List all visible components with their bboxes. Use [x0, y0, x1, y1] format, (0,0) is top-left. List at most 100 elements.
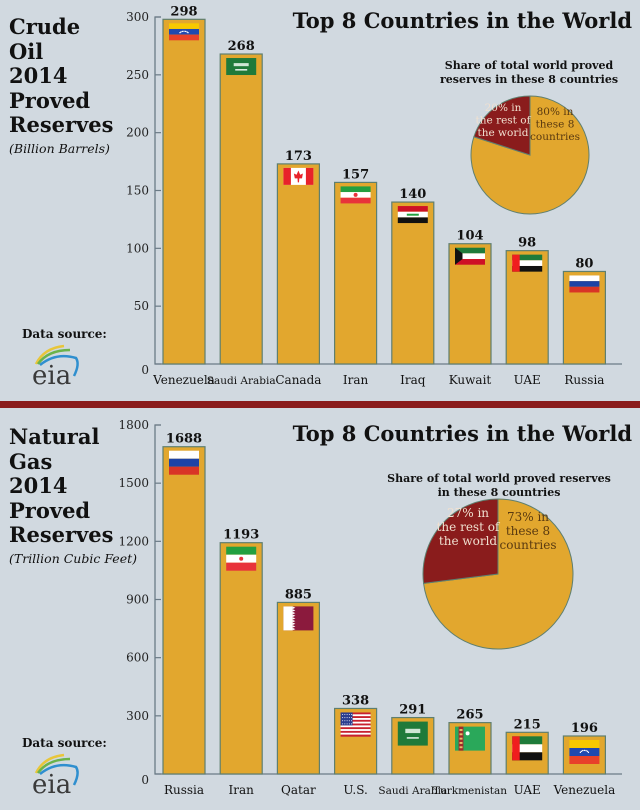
- side-title-line: Crude: [9, 14, 81, 39]
- side-title-line: Natural: [9, 424, 100, 449]
- data-label: 196: [571, 721, 598, 736]
- side-title-line: Proved: [9, 87, 91, 113]
- bar: [276, 163, 320, 365]
- bar-group: 80 Russia: [562, 256, 607, 387]
- data-label: 157: [342, 167, 369, 182]
- bar-group: 196 Venezuela: [553, 721, 616, 797]
- flag-iraq-icon: [397, 206, 428, 224]
- pie-label-main: countries: [499, 538, 556, 552]
- y-tick-label: 300: [126, 10, 149, 24]
- bar: [219, 53, 263, 365]
- side-title-line: Reserves: [9, 522, 114, 547]
- y-tick-label: 600: [126, 651, 149, 665]
- y-tick-label: 1500: [118, 476, 149, 490]
- y-tick-label: 900: [126, 593, 149, 607]
- side-title: Crude Oil 2014 Proved Reserves (Billion …: [9, 14, 114, 158]
- side-title-line: Reserves: [9, 112, 114, 137]
- chart-title: Top 8 Countries in the World: [292, 8, 632, 33]
- data-label: 885: [285, 587, 312, 602]
- y-tick-label: 0: [141, 363, 149, 377]
- bar-group: 104 Kuwait: [448, 229, 492, 387]
- bar-group: 265 Turkmenistan: [433, 708, 507, 797]
- bar-group: 157 Iran: [334, 167, 378, 387]
- data-label: 291: [399, 703, 426, 718]
- pie-slice-rest-of-world: [473, 95, 531, 156]
- svg-text:eia: eia: [32, 770, 71, 795]
- y-tick-label: 1200: [118, 534, 149, 548]
- y-tick-label: 1800: [118, 418, 149, 432]
- data-label: 80: [575, 256, 593, 271]
- pie-slice-rest-of-world: [422, 498, 499, 584]
- pie-label-rest: 20% in: [485, 102, 522, 114]
- pie-label-main: countries: [530, 131, 580, 143]
- flag-usa-icon: [340, 712, 371, 737]
- y-tick-label: 0: [141, 773, 149, 787]
- pie-label-main: these 8: [536, 118, 575, 130]
- y-tick-label: 150: [126, 184, 149, 198]
- bar: [334, 181, 378, 365]
- y-tick-label: 100: [126, 241, 149, 255]
- category-label: Iraq: [400, 373, 426, 387]
- flag-saudi-arabia-icon: [226, 58, 257, 76]
- unit-label: (Billion Barrels): [9, 140, 110, 156]
- svg-text:eia: eia: [32, 361, 71, 386]
- bar: [391, 201, 435, 365]
- category-label: Qatar: [281, 783, 316, 797]
- flag-qatar-icon: [283, 606, 314, 631]
- data-label: 215: [514, 717, 541, 732]
- section-divider: [0, 401, 640, 408]
- flag-iran-icon: [226, 546, 257, 571]
- bar-group: 98 UAE: [505, 236, 549, 387]
- pie-title: Share of total world proved reserves in …: [387, 472, 611, 499]
- data-source-label: Data source:: [22, 736, 107, 750]
- pie-label-main: 80% in: [537, 106, 574, 118]
- bar: [162, 446, 206, 775]
- side-title: Natural Gas 2014 Proved Reserves (Trilli…: [9, 424, 138, 568]
- eia-logo-icon: eia: [32, 753, 79, 795]
- bar-group: 1193 Iran: [219, 528, 263, 797]
- flag-iran-icon: [340, 186, 371, 204]
- flag-uae-icon: [512, 254, 543, 272]
- data-source-label: Data source:: [22, 327, 107, 341]
- bar-group: 173 Canada: [275, 149, 321, 387]
- y-tick-label: 200: [126, 126, 149, 140]
- category-label: Russia: [564, 373, 604, 387]
- bar-group: 291 Saudi Arabia: [378, 703, 447, 797]
- flag-venezuela-icon: [169, 23, 199, 41]
- flag-saudi-arabia-icon: [397, 721, 428, 746]
- flag-uae-icon: [512, 736, 543, 761]
- data-label: 338: [342, 693, 369, 708]
- data-label: 1193: [223, 528, 259, 543]
- pie-slice-these-8-countries: [470, 95, 590, 215]
- bar-chart-crude-oil: 0 50 100 150 200 250 300 298 Venezuela 268 Saudi A…: [126, 4, 622, 387]
- category-label: Venezuela: [553, 783, 616, 797]
- crude-oil-panel: Crude Oil 2014 Proved Reserves (Billion …: [0, 0, 640, 401]
- bar-group: 298 Venezuela: [152, 4, 215, 387]
- bar: [162, 18, 206, 365]
- pie-label-rest: 27% in: [447, 506, 489, 520]
- bar-group: 885 Qatar: [276, 587, 320, 797]
- chart-title: Top 8 Countries in the World: [292, 421, 632, 446]
- flag-russia-icon: [569, 275, 600, 293]
- y-tick-label: 50: [134, 299, 149, 313]
- bar-chart-natural-gas: 0 300 600 900 1200 1500 1800 1688 Russia 1193 Iran…: [118, 418, 622, 797]
- category-label: UAE: [514, 373, 541, 387]
- side-title-line: Proved: [9, 497, 91, 523]
- pie-label-rest: the rest of: [476, 114, 532, 126]
- bar-group: 268 Saudi Arabia: [207, 39, 276, 387]
- pie-label-main: these 8: [506, 524, 550, 538]
- data-label: 140: [399, 187, 426, 202]
- bar-group: 140 Iraq: [391, 187, 435, 387]
- bar: [219, 542, 263, 775]
- category-label: Venezuela: [152, 373, 215, 387]
- y-tick-label: 300: [126, 709, 149, 723]
- flag-russia-icon: [169, 450, 199, 475]
- pie-label-main: 73% in: [507, 510, 549, 524]
- category-label: Saudi Arabia: [378, 785, 447, 797]
- pie-label-rest: the world: [478, 127, 529, 139]
- category-label: U.S.: [343, 783, 367, 797]
- flag-kuwait-icon: [455, 247, 485, 265]
- data-label: 298: [170, 4, 197, 19]
- data-label: 265: [456, 708, 483, 723]
- unit-label: (Trillion Cubic Feet): [9, 550, 138, 566]
